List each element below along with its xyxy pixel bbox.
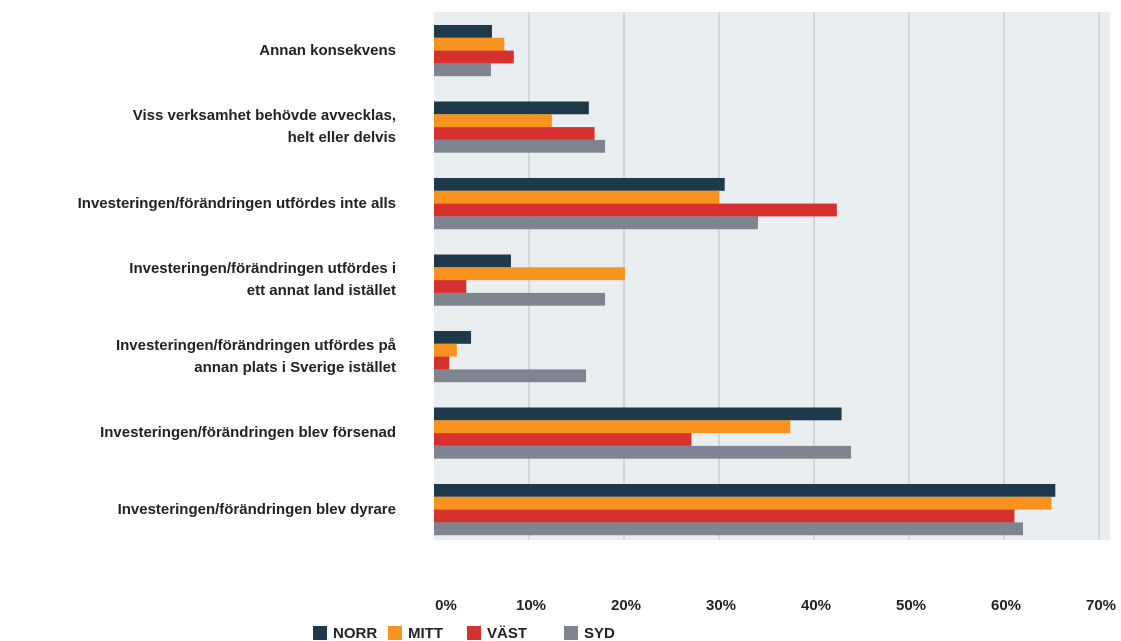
legend-label: NORR bbox=[333, 625, 377, 641]
bar bbox=[434, 178, 725, 191]
category-label-box: Investeringen/förändringen blev försenad bbox=[100, 424, 396, 442]
legend-label: VÄST bbox=[487, 625, 527, 641]
x-tick-label: 60% bbox=[991, 597, 1021, 614]
bar bbox=[434, 267, 625, 281]
bar bbox=[434, 420, 791, 434]
category-label-box: Investeringen/förändringen utfördes inte… bbox=[77, 194, 396, 212]
bar bbox=[434, 114, 552, 128]
legend-label: MITT bbox=[408, 625, 443, 641]
x-tick-label: 20% bbox=[611, 597, 641, 614]
category-label-box: Viss verksamhet behövde avvecklas, helt … bbox=[132, 107, 396, 147]
bar bbox=[434, 280, 467, 293]
bar bbox=[434, 522, 1023, 536]
y-tick-label: Investeringen/förändringen blev försenad bbox=[100, 424, 396, 442]
bar bbox=[434, 484, 1056, 497]
legend-swatch bbox=[313, 626, 327, 640]
bar bbox=[434, 139, 605, 153]
bar bbox=[434, 63, 491, 77]
bar bbox=[434, 496, 1052, 510]
bar bbox=[434, 433, 692, 446]
legend-swatch bbox=[564, 626, 578, 640]
bar bbox=[434, 509, 1015, 523]
bar bbox=[434, 203, 837, 217]
x-tick-label: 10% bbox=[516, 597, 546, 614]
bar bbox=[434, 216, 758, 230]
bar bbox=[434, 331, 472, 344]
bar bbox=[434, 25, 492, 38]
x-tick-label: 30% bbox=[706, 597, 736, 614]
x-tick-label: 40% bbox=[801, 597, 831, 614]
category-label-box: Investeringen/förändringen blev dyrare bbox=[117, 500, 396, 518]
bar bbox=[434, 292, 605, 306]
y-tick-label: Investeringen/förändringen utfördes i et… bbox=[129, 260, 396, 300]
y-tick-label: Annan konsekvens bbox=[259, 41, 396, 59]
y-tick-label: Investeringen/förändringen utfördes på a… bbox=[115, 336, 396, 376]
bar bbox=[434, 254, 511, 268]
x-tick-label: 70% bbox=[1086, 597, 1116, 614]
legend-swatch bbox=[467, 626, 481, 640]
bar bbox=[434, 343, 457, 357]
y-tick-label: Investeringen/förändringen utfördes inte… bbox=[77, 194, 396, 212]
y-tick-label: Viss verksamhet behövde avvecklas, helt … bbox=[132, 107, 396, 147]
legend-label: SYD bbox=[584, 625, 615, 641]
x-tick-label: 50% bbox=[896, 597, 926, 614]
category-label-box: Investeringen/förändringen utfördes i et… bbox=[129, 260, 396, 300]
bar bbox=[434, 369, 586, 383]
x-tick-label: 0% bbox=[435, 597, 457, 614]
bar bbox=[434, 101, 589, 115]
bar bbox=[434, 356, 450, 370]
y-tick-label: Investeringen/förändringen blev dyrare bbox=[117, 500, 396, 518]
bar bbox=[434, 37, 505, 51]
legend-swatch bbox=[388, 626, 402, 640]
category-label-box: Annan konsekvens bbox=[259, 41, 396, 59]
bar bbox=[434, 190, 719, 204]
bar bbox=[434, 407, 842, 421]
category-label-box: Investeringen/förändringen utfördes på a… bbox=[115, 336, 396, 376]
bar bbox=[434, 445, 852, 459]
bar bbox=[434, 127, 595, 140]
bar bbox=[434, 50, 514, 64]
